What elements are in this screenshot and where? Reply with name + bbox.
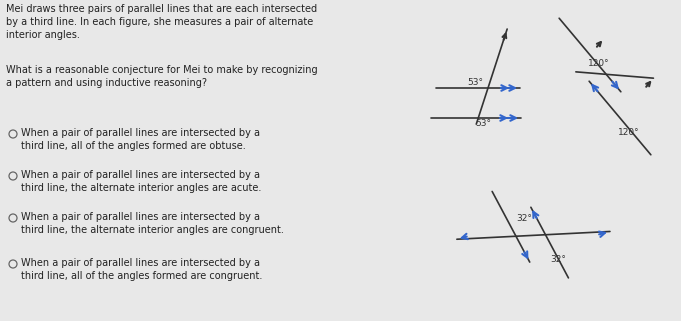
Text: What is a reasonable conjecture for Mei to make by recognizing
a pattern and usi: What is a reasonable conjecture for Mei …	[6, 65, 317, 88]
Text: When a pair of parallel lines are intersected by a
third line, all of the angles: When a pair of parallel lines are inters…	[21, 128, 260, 151]
Text: 53°: 53°	[475, 119, 491, 128]
Text: When a pair of parallel lines are intersected by a
third line, the alternate int: When a pair of parallel lines are inters…	[21, 212, 284, 235]
Text: 120°: 120°	[588, 59, 609, 68]
Text: Mei draws three pairs of parallel lines that are each intersected
by a third lin: Mei draws three pairs of parallel lines …	[6, 4, 317, 40]
Text: 32°: 32°	[516, 214, 532, 223]
Text: When a pair of parallel lines are intersected by a
third line, all of the angles: When a pair of parallel lines are inters…	[21, 258, 262, 281]
Text: 120°: 120°	[618, 128, 639, 137]
Text: 53°: 53°	[467, 78, 483, 87]
Text: When a pair of parallel lines are intersected by a
third line, the alternate int: When a pair of parallel lines are inters…	[21, 170, 262, 193]
Text: 32°: 32°	[550, 255, 566, 264]
